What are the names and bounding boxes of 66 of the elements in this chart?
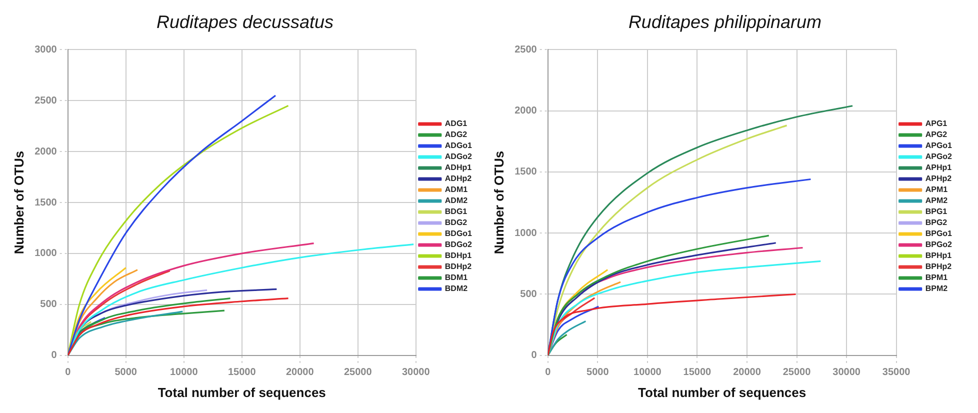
x-tick-label: 25000 [344, 367, 372, 378]
y-tick-label: 0 [51, 350, 58, 362]
y-tick-label: 1000 [34, 248, 58, 260]
legend-label: APHp1 [925, 163, 952, 172]
y-tick-label: 500 [40, 299, 58, 310]
x-tick-label: 10000 [634, 367, 662, 378]
y-tick-label: 0 [531, 350, 538, 362]
y-tick-label: 2500 [34, 95, 58, 106]
y-tick-label: 1500 [34, 197, 58, 208]
legend-label: ADHp1 [444, 163, 472, 172]
y-tick-label: 2000 [514, 106, 538, 117]
legend-label: ADM1 [444, 185, 468, 194]
x-tick-label: 20000 [733, 367, 762, 378]
x-tick-label: 30000 [832, 367, 861, 378]
y-axis-title: Number of OTUs [491, 150, 506, 254]
legend-label: APGo1 [925, 141, 953, 150]
legend-label: BPHp1 [925, 251, 952, 260]
legend-label: APHp2 [925, 174, 952, 184]
y-tick-label: 1000 [514, 228, 538, 239]
legend-label: BPHp2 [925, 262, 952, 272]
x-tick-label: 0 [545, 367, 552, 378]
x-tick-label: 25000 [782, 367, 812, 378]
legend-label: BPGo1 [925, 229, 953, 238]
legend-label: BDHp2 [444, 262, 472, 272]
legend-label: BDGo2 [444, 240, 473, 250]
legend-label: BDG2 [444, 218, 468, 228]
chart-title: Ruditapes philippinarum [628, 12, 822, 32]
legend-label: BPG2 [925, 218, 948, 228]
legend-label: APGo2 [925, 152, 953, 162]
x-tick-label: 20000 [286, 367, 314, 378]
legend-label: ADGo2 [444, 152, 473, 162]
legend-label: BPM2 [925, 284, 948, 294]
y-axis-title: Number of OTUs [11, 150, 26, 254]
x-tick-label: 35000 [882, 367, 911, 378]
y-tick-label: 2500 [514, 44, 538, 56]
legend-label: ADGo1 [444, 141, 473, 150]
y-tick-label: 1500 [514, 166, 538, 178]
legend-label: ADHp2 [444, 174, 472, 184]
legend-label: BPM1 [925, 273, 948, 282]
legend-label: BDHp1 [444, 251, 472, 260]
legend-label: BDM2 [444, 284, 468, 294]
legend-label: ADG2 [444, 130, 468, 140]
x-axis-title: Total number of sequences [158, 384, 326, 400]
y-tick-label: 2000 [34, 146, 58, 158]
x-tick-label: 15000 [228, 367, 256, 378]
x-tick-label: 30000 [402, 367, 430, 378]
legend-label: APG2 [925, 130, 948, 140]
y-tick-label: 3000 [34, 44, 58, 56]
x-axis-title: Total number of sequences [638, 384, 806, 400]
legend-label: BPGo2 [925, 240, 953, 250]
x-tick-label: 10000 [170, 367, 198, 378]
legend-label: APM2 [925, 196, 948, 206]
x-tick-label: 5000 [114, 367, 138, 378]
chart-title: Ruditapes decussatus [156, 12, 334, 32]
legend-label: BDG1 [444, 207, 468, 216]
legend-label: BPG1 [925, 207, 948, 216]
legend-label: ADG1 [444, 119, 468, 128]
x-tick-label: 15000 [683, 367, 712, 378]
y-tick-label: 500 [520, 288, 538, 300]
x-tick-label: 5000 [586, 367, 610, 378]
legend-label: ADM2 [444, 196, 468, 206]
legend-label: APM1 [925, 185, 948, 194]
x-tick-label: 0 [65, 367, 72, 378]
legend-label: APG1 [925, 119, 948, 128]
legend-label: BDGo1 [444, 229, 473, 238]
legend-label: BDM1 [444, 273, 468, 282]
